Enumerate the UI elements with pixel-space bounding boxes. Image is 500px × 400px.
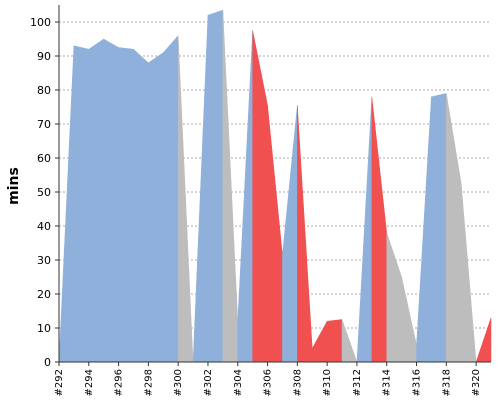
area-segment-#304 [222,10,239,363]
area-segment-#294 [73,45,90,363]
y-tick-label: 80 [37,84,51,97]
area-segment-#302 [192,15,209,363]
x-tick-label: #316 [412,369,423,396]
x-tick-label: #320 [471,369,482,396]
area-segment-#307 [267,105,283,363]
y-tick-label: 20 [37,288,51,301]
area-segment-#293 [58,45,75,363]
area-segment-#297 [118,47,134,363]
x-tick-label: #300 [173,369,184,396]
y-tick-label: 90 [37,50,51,63]
x-tick-label: #312 [352,369,363,396]
area-segment-#317 [416,96,432,363]
area-segment-#318 [431,93,447,363]
area-segment-#311 [326,319,343,363]
area-segment-#298 [133,48,149,363]
area-segment-#303 [207,9,224,363]
x-tick-label: #302 [203,369,214,396]
area-segment-#310 [311,321,328,363]
area-segment-#300 [163,34,179,363]
area-segment-#320 [460,183,477,363]
x-tick-label: #296 [114,369,125,396]
y-tick-label: 10 [37,322,51,335]
area-segment-#321 [475,317,492,363]
y-tick-label: 100 [30,16,51,29]
area-segment-#313 [356,96,373,363]
area-segment-#306 [252,30,268,363]
area-segment-#308 [282,105,298,363]
x-tick-label: #292 [54,369,65,396]
y-axis-label: mins [6,167,22,205]
x-tick-label: #314 [382,369,393,396]
y-tick-label: 60 [37,152,51,165]
x-tick-label: #294 [84,369,95,396]
x-tick-label: #310 [322,369,333,396]
y-tick-label: 40 [37,220,51,233]
y-tick-label: 30 [37,254,51,267]
area-segment-#314 [371,96,387,363]
y-tick-label: 50 [37,186,51,199]
x-tick-label: #318 [441,369,452,396]
area-segment-#319 [446,93,462,363]
area-segment-#301 [177,35,194,363]
area-segment-#315 [386,232,402,363]
x-tick-labels: #292 #294 #296 #298 #300 #302 #304 #306 #308 #310… [54,362,482,396]
area-segment-#299 [148,52,164,363]
y-tick-label: 0 [44,356,51,369]
y-tick-labels: 0 10 20 30 40 50 60 70 80 90 100 [30,16,59,369]
y-tick-label: 70 [37,118,51,131]
area-segment-#305 [237,30,253,363]
chart-axes [58,5,491,363]
x-tick-label: #308 [292,369,303,396]
x-tick-label: #298 [143,369,154,396]
x-tick-label: #306 [263,369,274,396]
area-segment-#316 [401,276,417,363]
area-segment-#295 [88,38,104,363]
x-tick-label: #304 [233,369,244,396]
area-segment-#312 [341,319,358,363]
area-segment-#309 [297,105,313,363]
area-segment-#296 [103,38,119,363]
chart-areas [58,9,492,363]
